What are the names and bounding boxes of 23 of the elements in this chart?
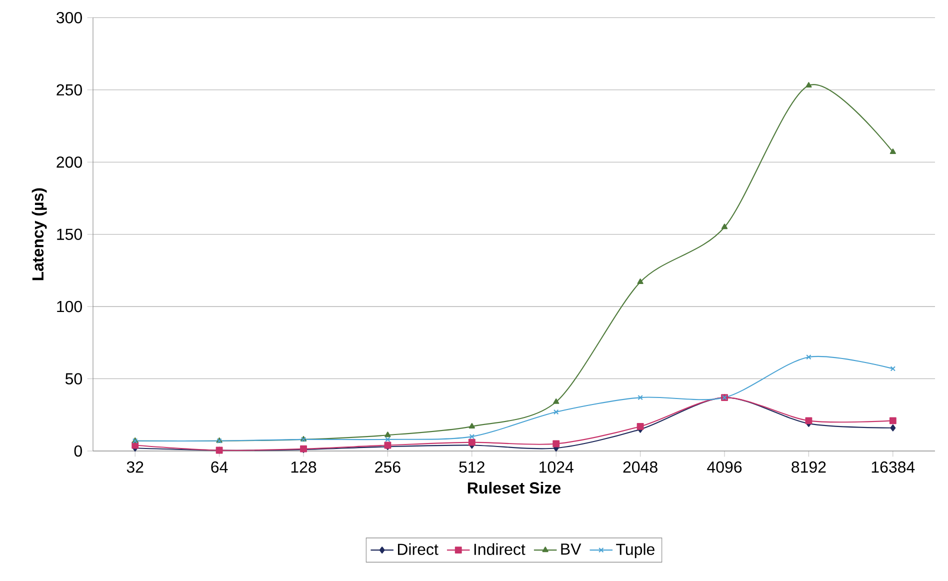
x-tick-label: 16384 (872, 461, 915, 473)
y-tick-label: 100 (57, 300, 82, 312)
x-tick-label: 256 (375, 461, 400, 473)
x-tick-label: 4096 (707, 461, 742, 473)
x-tick-label: 64 (211, 461, 228, 473)
legend-label: Direct (398, 543, 438, 556)
x-axis-title: Ruleset Size (468, 482, 561, 494)
y-tick-label: 50 (65, 373, 82, 384)
legend-label: Indirect (474, 543, 526, 556)
legend-label: Tuple (616, 543, 654, 558)
x-tick-label: 2048 (623, 461, 658, 473)
y-tick-label: 150 (57, 228, 82, 240)
y-axis-title: Latency (µs) (32, 188, 47, 280)
legend-label: BV (561, 544, 582, 555)
y-tick-label: 300 (56, 12, 82, 24)
y-tick-label: 0 (74, 445, 82, 457)
x-tick-label: 1024 (540, 461, 574, 473)
x-tick-label: 8192 (792, 461, 826, 473)
x-tick-label: 32 (126, 461, 144, 473)
x-tick-label: 128 (291, 461, 316, 473)
y-tick-label: 200 (56, 156, 82, 168)
y-tick-label: 250 (56, 84, 82, 96)
x-tick-label: 512 (459, 461, 484, 473)
